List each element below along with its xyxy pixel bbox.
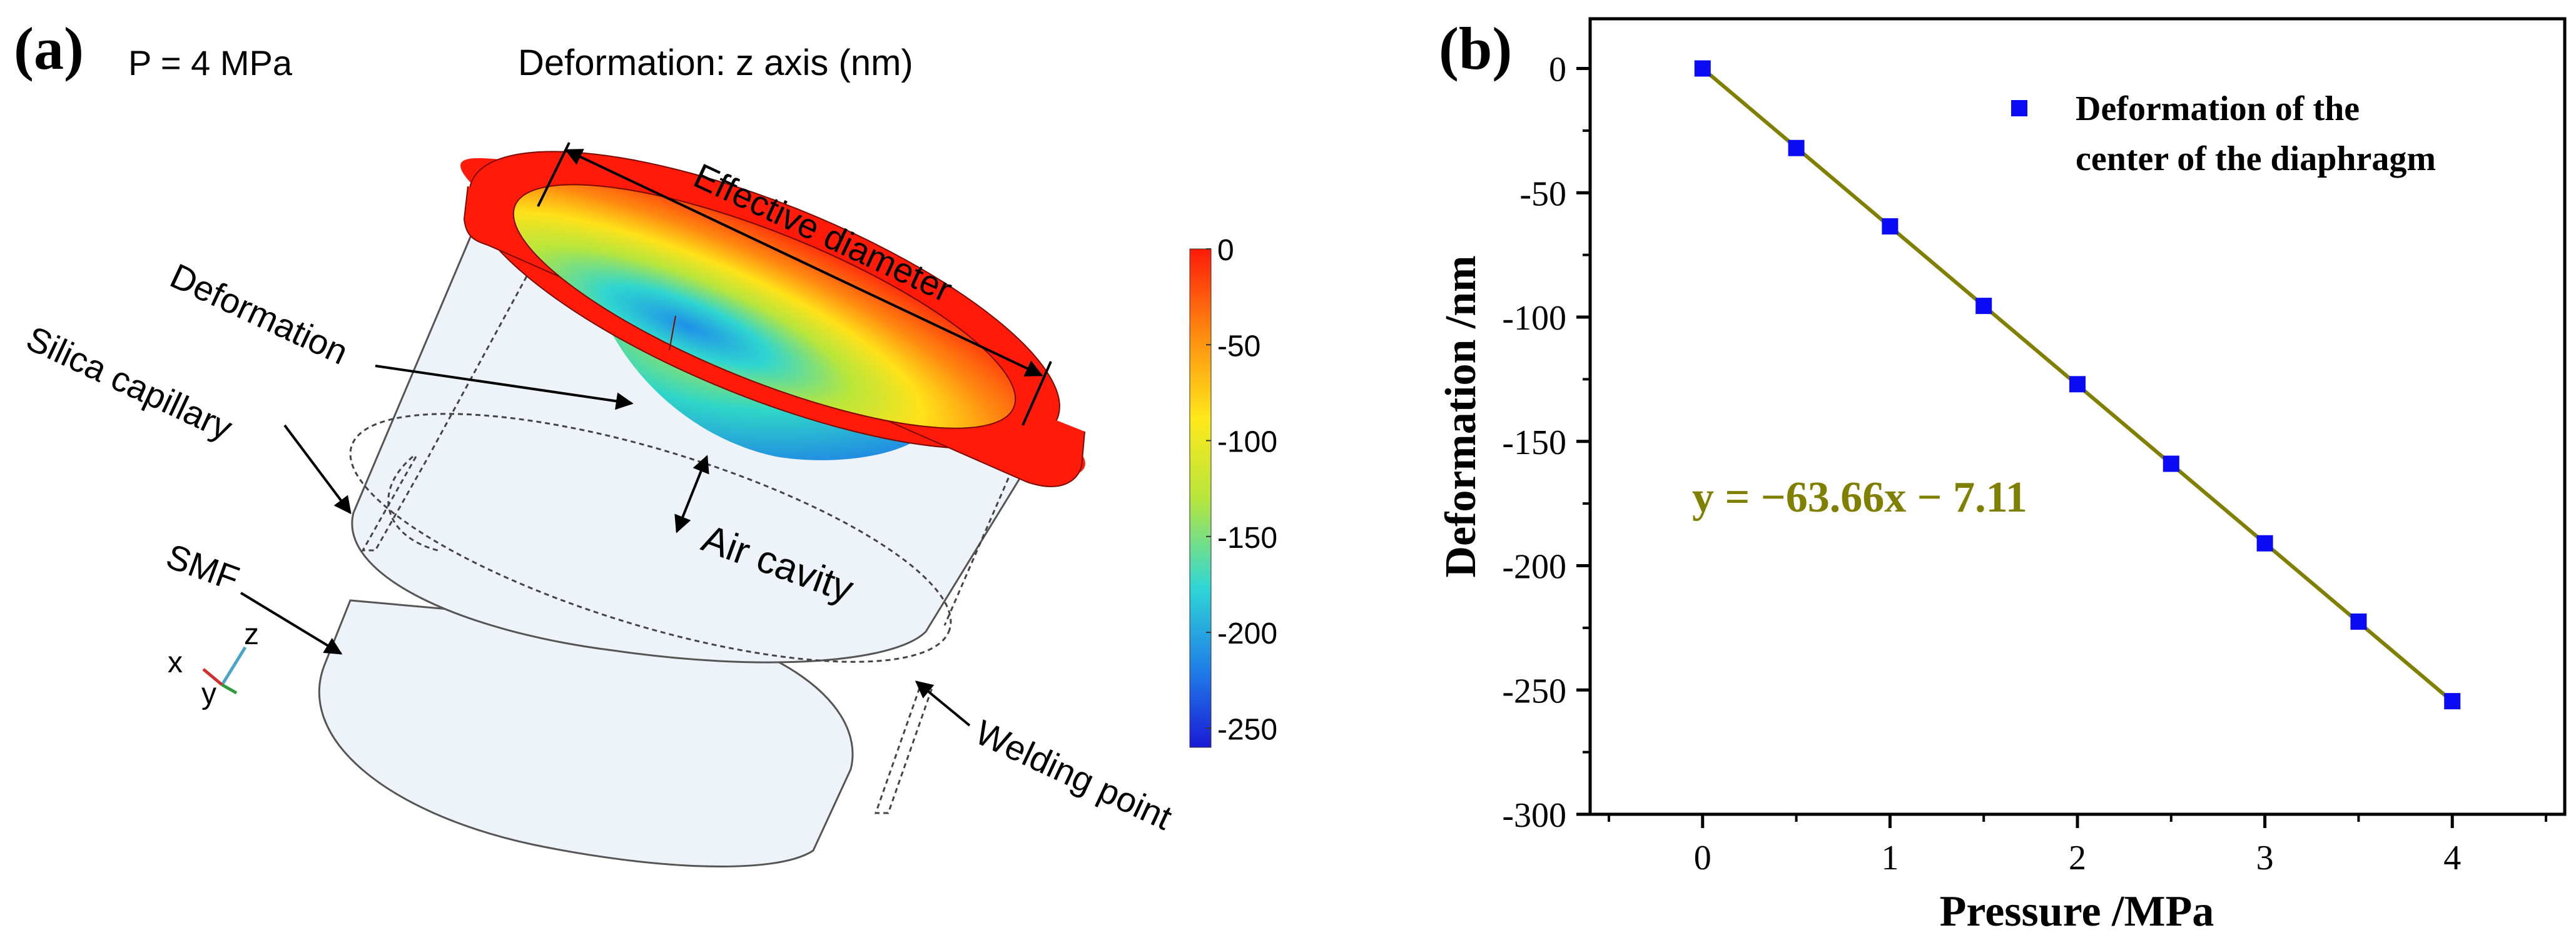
panel-b: (b) 0 -50 -100 -150 -200 -250 -300 0 1 2 3 4 y = −…: [1437, 15, 2567, 936]
x-axis-title: Pressure /MPa: [1940, 887, 2214, 936]
pressure-text: P = 4 MPa: [128, 43, 293, 83]
data-point: [1788, 139, 1805, 156]
welding-point-label: Welding point: [970, 712, 1179, 837]
data-point: [1975, 298, 1992, 315]
silica-capillary-label: Silica capillary: [21, 318, 238, 448]
deformation-title: Deformation: z axis (nm): [518, 43, 913, 83]
panel-a: (a) P = 4 MPa Deformation: z axis (nm): [14, 15, 1277, 867]
panel-b-label: (b): [1439, 15, 1512, 82]
fit-equation: y = −63.66x − 7.11: [1692, 473, 2027, 522]
y-tick-label: -200: [1502, 548, 1566, 587]
panel-a-label: (a): [14, 15, 84, 82]
y-tick-label: -100: [1502, 299, 1566, 338]
colorbar-tick-label: -150: [1217, 522, 1277, 555]
silica-capillary: [349, 224, 1047, 814]
smf-label: SMF: [161, 536, 245, 599]
y-tick-label: -300: [1502, 796, 1566, 835]
legend-label-line1: Deformation of the: [2076, 89, 2360, 128]
y-tick-label: 0: [1549, 51, 1566, 89]
x-tick-label: 4: [2443, 839, 2461, 877]
colorbar-gradient: [1189, 248, 1212, 748]
colorbar-tick-label: -50: [1217, 330, 1260, 363]
legend: Deformation of the center of the diaphra…: [2011, 89, 2436, 178]
colorbar-tick-label: -200: [1217, 617, 1277, 650]
data-point: [2163, 455, 2179, 472]
data-point: [2069, 376, 2086, 393]
smf-arrow: [240, 592, 343, 655]
data-point: [2350, 613, 2367, 630]
x-tick-label: 1: [1881, 839, 1899, 877]
data-point: [2256, 535, 2273, 552]
plot-frame: [1588, 17, 2567, 816]
x-tick-label: 3: [2256, 839, 2274, 877]
y-tick-label: -250: [1502, 672, 1566, 710]
x-tick-label: 0: [1694, 839, 1711, 877]
axes-triad: z x y: [168, 618, 259, 710]
smf-cylinder: [318, 599, 854, 867]
x-tick-label: 2: [2069, 839, 2086, 877]
colorbar-tick-label: -250: [1217, 713, 1277, 746]
deformation-label: Deformation: [165, 256, 354, 372]
y-tick-label: -50: [1519, 174, 1566, 213]
silica-capillary-arrow: [283, 424, 352, 515]
y-tick-label: -150: [1502, 423, 1566, 462]
colorbar-tick-label: 0: [1217, 234, 1234, 267]
axis-x-label: x: [168, 646, 183, 679]
colorbar: 0 -50 -100 -150 -200 -250: [1189, 234, 1277, 748]
deformation-arrow: [375, 365, 634, 410]
data-point: [1694, 60, 1711, 77]
axis-y-label: y: [201, 677, 216, 710]
y-axis: 0 -50 -100 -150 -200 -250 -300: [1502, 51, 1590, 835]
y-axis-title: Deformation /nm: [1437, 255, 1485, 577]
data-point: [2444, 693, 2461, 710]
legend-marker: [2011, 100, 2027, 116]
data-points: [1694, 60, 2461, 710]
legend-label-line2: center of the diaphragm: [2076, 139, 2436, 178]
air-cavity-arrow: [674, 455, 709, 533]
welding-point-arrow: [915, 680, 971, 727]
colorbar-tick-label: -100: [1217, 426, 1277, 459]
data-point: [1882, 218, 1899, 235]
axis-z-label: z: [244, 618, 259, 651]
x-axis: 0 1 2 3 4: [1607, 814, 2548, 877]
